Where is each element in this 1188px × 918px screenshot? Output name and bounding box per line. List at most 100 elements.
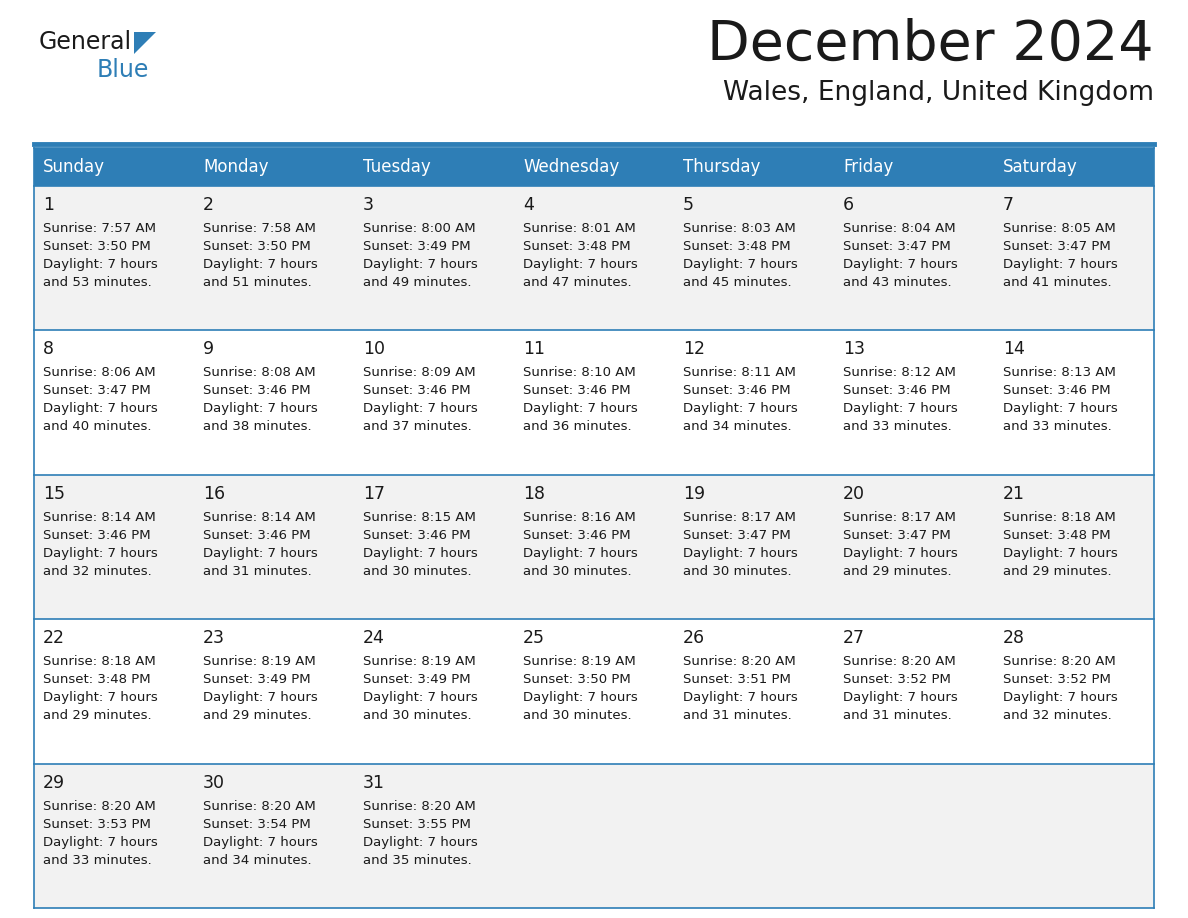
Polygon shape: [134, 32, 156, 54]
Text: Sunrise: 8:08 AM: Sunrise: 8:08 AM: [203, 366, 316, 379]
Text: and 51 minutes.: and 51 minutes.: [203, 276, 311, 289]
Text: 5: 5: [683, 196, 694, 214]
Text: Sunrise: 8:17 AM: Sunrise: 8:17 AM: [843, 510, 956, 524]
Text: Sunrise: 8:00 AM: Sunrise: 8:00 AM: [364, 222, 475, 235]
Text: 22: 22: [43, 629, 65, 647]
Text: Daylight: 7 hours: Daylight: 7 hours: [1003, 258, 1118, 271]
Text: Daylight: 7 hours: Daylight: 7 hours: [1003, 547, 1118, 560]
Text: and 31 minutes.: and 31 minutes.: [683, 710, 791, 722]
Text: Sunrise: 8:20 AM: Sunrise: 8:20 AM: [203, 800, 316, 812]
Text: 29: 29: [43, 774, 65, 791]
Text: Daylight: 7 hours: Daylight: 7 hours: [683, 547, 798, 560]
Text: 14: 14: [1003, 341, 1025, 358]
Text: Sunset: 3:46 PM: Sunset: 3:46 PM: [203, 529, 310, 542]
Text: Sunset: 3:47 PM: Sunset: 3:47 PM: [843, 529, 950, 542]
Text: and 29 minutes.: and 29 minutes.: [43, 710, 152, 722]
Text: Sunrise: 7:58 AM: Sunrise: 7:58 AM: [203, 222, 316, 235]
Text: Daylight: 7 hours: Daylight: 7 hours: [43, 835, 158, 848]
Text: Sunrise: 8:19 AM: Sunrise: 8:19 AM: [523, 655, 636, 668]
Text: and 30 minutes.: and 30 minutes.: [523, 565, 632, 577]
Text: Sunrise: 8:18 AM: Sunrise: 8:18 AM: [43, 655, 156, 668]
Text: General: General: [39, 30, 132, 54]
Text: Sunrise: 7:57 AM: Sunrise: 7:57 AM: [43, 222, 156, 235]
Text: Sunrise: 8:20 AM: Sunrise: 8:20 AM: [43, 800, 156, 812]
Text: 19: 19: [683, 485, 706, 503]
Text: and 33 minutes.: and 33 minutes.: [1003, 420, 1112, 433]
Text: Daylight: 7 hours: Daylight: 7 hours: [683, 402, 798, 416]
Bar: [354, 148, 514, 186]
Text: Sunset: 3:47 PM: Sunset: 3:47 PM: [43, 385, 151, 397]
Text: Sunset: 3:46 PM: Sunset: 3:46 PM: [203, 385, 310, 397]
Bar: [674, 148, 834, 186]
Bar: [34, 764, 1154, 908]
Text: and 30 minutes.: and 30 minutes.: [364, 565, 472, 577]
Text: 20: 20: [843, 485, 865, 503]
Text: Wales, England, United Kingdom: Wales, England, United Kingdom: [723, 80, 1154, 106]
Text: and 47 minutes.: and 47 minutes.: [523, 276, 632, 289]
Text: Sunrise: 8:18 AM: Sunrise: 8:18 AM: [1003, 510, 1116, 524]
Text: Sunrise: 8:05 AM: Sunrise: 8:05 AM: [1003, 222, 1116, 235]
Bar: [834, 148, 994, 186]
Text: Daylight: 7 hours: Daylight: 7 hours: [203, 835, 317, 848]
Text: Sunset: 3:49 PM: Sunset: 3:49 PM: [364, 240, 470, 253]
Text: Daylight: 7 hours: Daylight: 7 hours: [683, 258, 798, 271]
Text: Sunrise: 8:17 AM: Sunrise: 8:17 AM: [683, 510, 796, 524]
Text: Sunset: 3:49 PM: Sunset: 3:49 PM: [203, 673, 310, 686]
Text: Sunrise: 8:10 AM: Sunrise: 8:10 AM: [523, 366, 636, 379]
Text: Sunrise: 8:16 AM: Sunrise: 8:16 AM: [523, 510, 636, 524]
Bar: [994, 148, 1154, 186]
Text: 31: 31: [364, 774, 385, 791]
Text: Sunrise: 8:14 AM: Sunrise: 8:14 AM: [203, 510, 316, 524]
Text: Saturday: Saturday: [1003, 158, 1078, 176]
Text: Sunday: Sunday: [43, 158, 105, 176]
Text: and 45 minutes.: and 45 minutes.: [683, 276, 791, 289]
Text: Monday: Monday: [203, 158, 268, 176]
Text: Sunset: 3:46 PM: Sunset: 3:46 PM: [1003, 385, 1111, 397]
Text: 13: 13: [843, 341, 865, 358]
Text: Sunset: 3:47 PM: Sunset: 3:47 PM: [1003, 240, 1111, 253]
Text: Daylight: 7 hours: Daylight: 7 hours: [843, 402, 958, 416]
Text: and 30 minutes.: and 30 minutes.: [523, 710, 632, 722]
Text: Daylight: 7 hours: Daylight: 7 hours: [523, 547, 638, 560]
Text: Daylight: 7 hours: Daylight: 7 hours: [203, 547, 317, 560]
Text: and 34 minutes.: and 34 minutes.: [683, 420, 791, 433]
Text: Daylight: 7 hours: Daylight: 7 hours: [843, 258, 958, 271]
Text: 6: 6: [843, 196, 854, 214]
Text: Sunset: 3:47 PM: Sunset: 3:47 PM: [683, 529, 791, 542]
Text: and 49 minutes.: and 49 minutes.: [364, 276, 472, 289]
Text: Sunrise: 8:20 AM: Sunrise: 8:20 AM: [683, 655, 796, 668]
Text: Sunset: 3:48 PM: Sunset: 3:48 PM: [43, 673, 151, 686]
Text: Sunset: 3:47 PM: Sunset: 3:47 PM: [843, 240, 950, 253]
Text: Thursday: Thursday: [683, 158, 760, 176]
Text: Daylight: 7 hours: Daylight: 7 hours: [43, 547, 158, 560]
Text: Daylight: 7 hours: Daylight: 7 hours: [843, 547, 958, 560]
Text: Daylight: 7 hours: Daylight: 7 hours: [203, 258, 317, 271]
Text: and 33 minutes.: and 33 minutes.: [843, 420, 952, 433]
Text: 4: 4: [523, 196, 533, 214]
Text: and 41 minutes.: and 41 minutes.: [1003, 276, 1112, 289]
Text: and 36 minutes.: and 36 minutes.: [523, 420, 632, 433]
Text: Sunrise: 8:13 AM: Sunrise: 8:13 AM: [1003, 366, 1116, 379]
Text: Sunset: 3:46 PM: Sunset: 3:46 PM: [43, 529, 151, 542]
Text: 10: 10: [364, 341, 385, 358]
Text: and 53 minutes.: and 53 minutes.: [43, 276, 152, 289]
Text: 3: 3: [364, 196, 374, 214]
Text: Daylight: 7 hours: Daylight: 7 hours: [364, 835, 478, 848]
Text: 27: 27: [843, 629, 865, 647]
Text: Daylight: 7 hours: Daylight: 7 hours: [43, 691, 158, 704]
Text: Sunset: 3:52 PM: Sunset: 3:52 PM: [843, 673, 950, 686]
Text: and 33 minutes.: and 33 minutes.: [43, 854, 152, 867]
Text: and 31 minutes.: and 31 minutes.: [843, 710, 952, 722]
Text: Sunset: 3:46 PM: Sunset: 3:46 PM: [843, 385, 950, 397]
Text: and 30 minutes.: and 30 minutes.: [364, 710, 472, 722]
Text: and 29 minutes.: and 29 minutes.: [1003, 565, 1112, 577]
Text: and 34 minutes.: and 34 minutes.: [203, 854, 311, 867]
Text: Sunrise: 8:01 AM: Sunrise: 8:01 AM: [523, 222, 636, 235]
Text: and 32 minutes.: and 32 minutes.: [1003, 710, 1112, 722]
Text: and 37 minutes.: and 37 minutes.: [364, 420, 472, 433]
Text: 2: 2: [203, 196, 214, 214]
Bar: [34, 620, 1154, 764]
Text: Sunset: 3:49 PM: Sunset: 3:49 PM: [364, 673, 470, 686]
Text: Sunrise: 8:20 AM: Sunrise: 8:20 AM: [1003, 655, 1116, 668]
Text: Sunset: 3:53 PM: Sunset: 3:53 PM: [43, 818, 151, 831]
